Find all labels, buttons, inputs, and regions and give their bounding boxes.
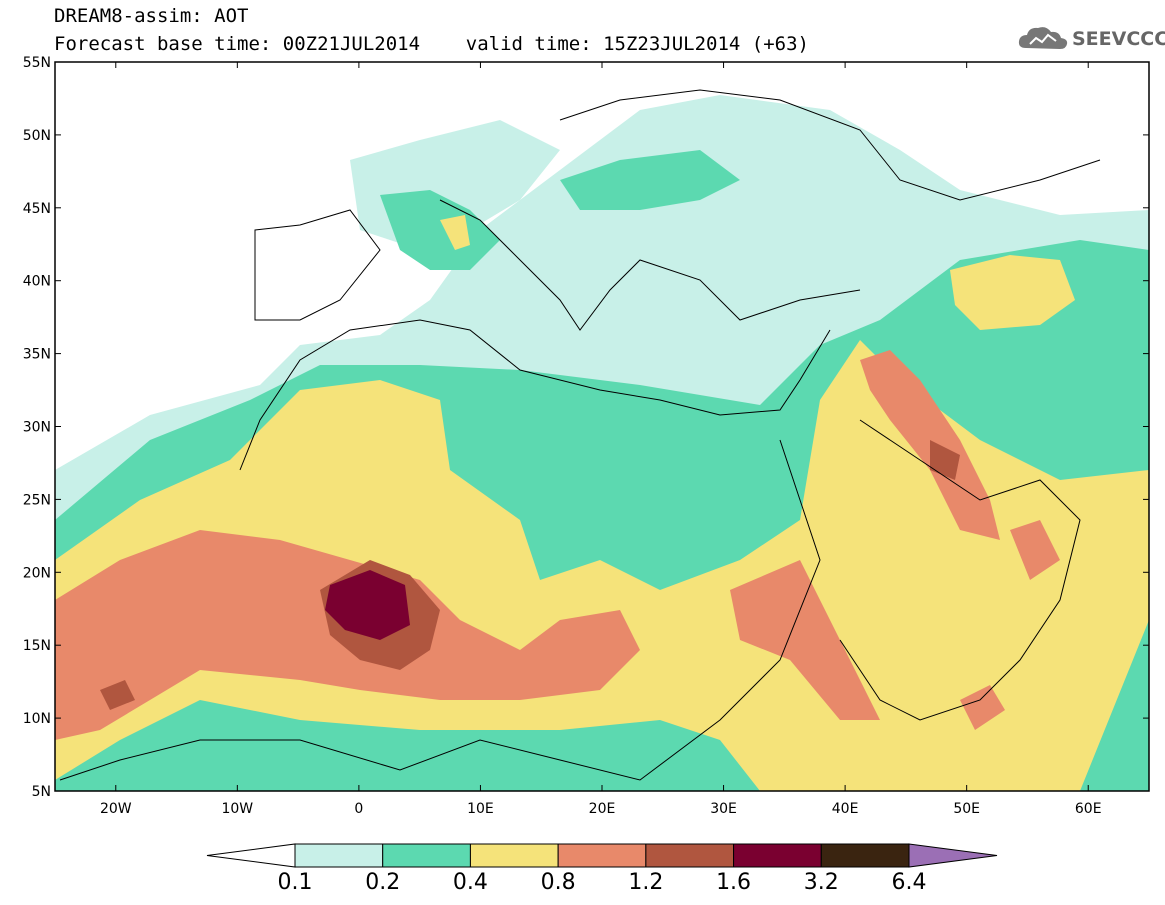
y-tick-label: 30N [23,420,51,436]
y-tick-label: 15N [23,638,51,654]
y-tick-label: 5N [32,784,51,800]
colorbar-label: 1.2 [628,870,664,895]
colorbar-min-arrow [206,843,296,868]
colorbar-segment [294,843,384,868]
colorbar-label: 6.4 [891,870,927,895]
y-tick-label: 45N [23,201,51,217]
colorbar-segment [645,843,735,868]
x-tick-label: 30E [710,801,737,817]
x-tick-label: 50E [953,801,980,817]
y-tick-label: 40N [23,274,51,290]
y-axis: 55N 50N 45N 40N 35N 30N 25N 20N 15N 10N 5N [23,55,1149,800]
colorbar-segment [382,843,471,868]
y-tick-label: 35N [23,347,51,363]
x-tick-label: 20E [589,801,616,817]
aot-contour-1.6 [325,570,410,640]
chart-subtitle: Forecast base time: 00Z21JUL2014 valid t… [54,33,809,55]
colorbar-label: 0.4 [452,870,488,895]
colorbar-label: 0.8 [540,870,576,895]
coastlines [59,89,1101,781]
colorbar-label: 3.2 [803,870,839,895]
y-tick-label: 50N [23,128,51,144]
colorbar-label: 0.1 [277,870,313,895]
x-tick-label: 20W [100,801,132,817]
y-tick-label: 55N [23,55,51,71]
x-tick-label: 10E [467,801,494,817]
aot-field [55,62,1149,791]
x-tick-label: 10W [221,801,253,817]
x-tick-label: 40E [832,801,859,817]
colorbar-label: 1.6 [716,870,752,895]
x-tick-label: 60E [1075,801,1102,817]
colorbar [206,843,998,868]
x-tick-label: 0 [354,801,363,817]
y-tick-label: 20N [23,565,51,581]
y-tick-label: 25N [23,492,51,508]
colorbar-label: 0.2 [365,870,401,895]
colorbar-segment [469,843,559,868]
chart-title: DREAM8-assim: AOT [54,5,249,27]
colorbar-segment [557,843,647,868]
x-axis: 20W 10W 0 10E 20E 30E 40E 50E 60E [100,62,1102,817]
cloud-icon [1018,27,1068,49]
seevccc-logo: SEEVCCC [1016,22,1165,56]
colorbar-max-arrow [908,843,998,868]
colorbar-segment [820,843,910,868]
colorbar-segment [733,843,822,868]
logo-text: SEEVCCC [1072,28,1165,50]
y-tick-label: 10N [23,711,51,727]
